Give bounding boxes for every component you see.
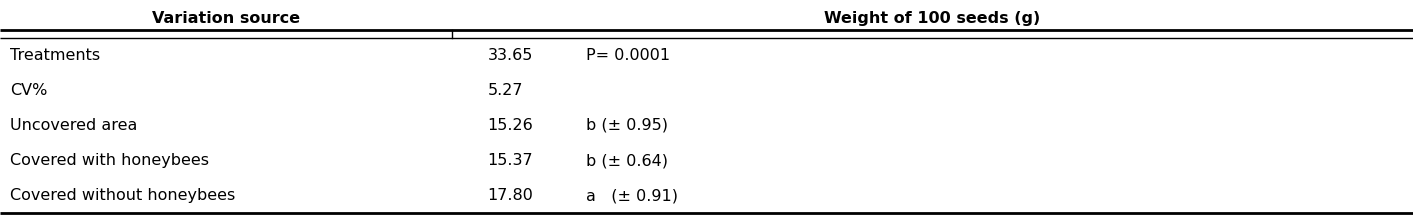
Text: Covered with honeybees: Covered with honeybees bbox=[10, 153, 209, 168]
Text: Variation source: Variation source bbox=[153, 10, 300, 26]
Text: Covered without honeybees: Covered without honeybees bbox=[10, 188, 235, 203]
Text: 33.65: 33.65 bbox=[487, 48, 533, 63]
Text: b (± 0.64): b (± 0.64) bbox=[586, 153, 668, 168]
Text: 17.80: 17.80 bbox=[487, 188, 533, 203]
Text: Weight of 100 seeds (g): Weight of 100 seeds (g) bbox=[824, 10, 1041, 26]
Text: a   (± 0.91): a (± 0.91) bbox=[586, 188, 678, 203]
Text: b (± 0.95): b (± 0.95) bbox=[586, 118, 668, 133]
Text: Uncovered area: Uncovered area bbox=[10, 118, 137, 133]
Text: CV%: CV% bbox=[10, 83, 48, 98]
Text: P= 0.0001: P= 0.0001 bbox=[586, 48, 671, 63]
Text: 15.26: 15.26 bbox=[487, 118, 533, 133]
Text: Treatments: Treatments bbox=[10, 48, 100, 63]
Text: 15.37: 15.37 bbox=[487, 153, 533, 168]
Text: 5.27: 5.27 bbox=[487, 83, 523, 98]
